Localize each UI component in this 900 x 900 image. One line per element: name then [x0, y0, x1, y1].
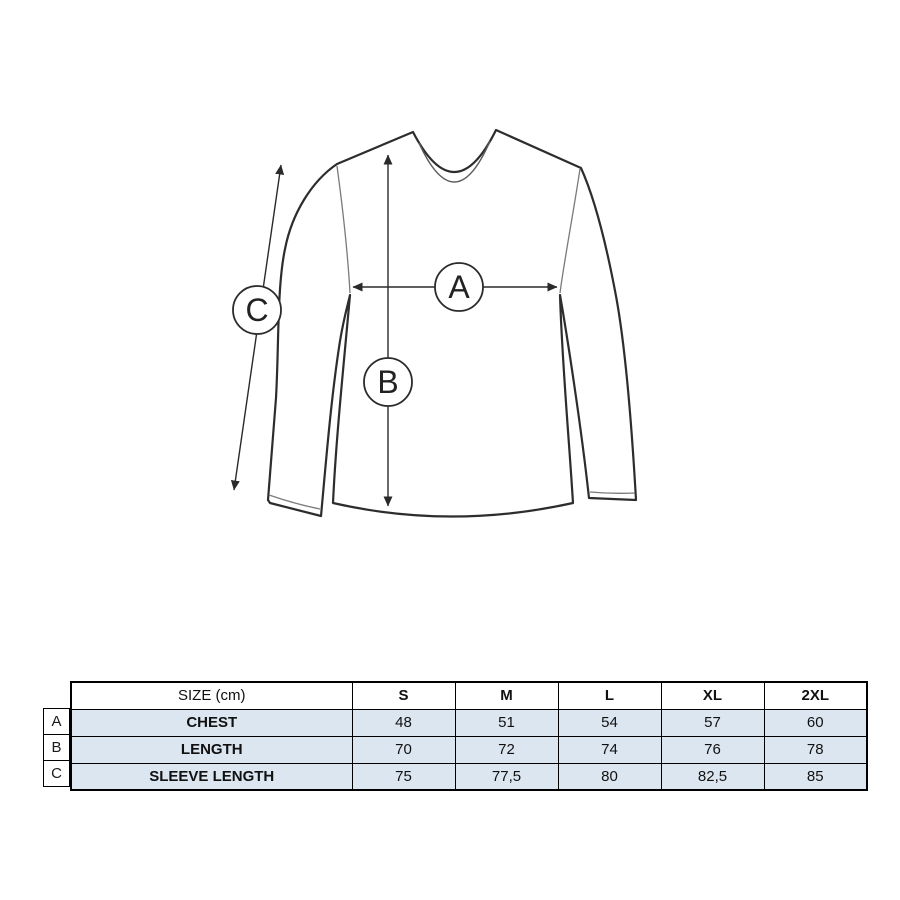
sleeve-value-l: 80: [557, 762, 662, 791]
marker-letter-b: B: [377, 364, 398, 400]
shirt-outline: [266, 128, 638, 518]
length-value-l: 74: [557, 735, 662, 764]
length-value-2xl: 78: [763, 735, 868, 764]
chest-value-l: 54: [557, 708, 662, 737]
measurement-label-length: LENGTH: [70, 735, 353, 764]
measurement-label-chest: CHEST: [70, 708, 353, 737]
cuff-seam-right: [589, 491, 636, 494]
row-key-c: C: [43, 760, 70, 787]
size-header-m: M: [454, 681, 559, 710]
marker-letter-a: A: [448, 269, 470, 305]
marker-circle-c: [232, 285, 282, 335]
size-header-s: S: [351, 681, 456, 710]
length-value-m: 72: [454, 735, 559, 764]
table-row-sleeve-length: SLEEVE LENGTH 75 77,5 80 82,5 85: [70, 762, 868, 791]
length-value-s: 70: [351, 735, 456, 764]
armhole-seam-right: [559, 168, 581, 294]
sleeve-value-2xl: 85: [763, 762, 868, 791]
chest-value-xl: 57: [660, 708, 765, 737]
measurement-label-sleeve-length: SLEEVE LENGTH: [70, 762, 353, 791]
table-row-key-column: A B C: [43, 708, 70, 787]
row-key-a: A: [43, 708, 70, 735]
size-table: SIZE (cm) S M L XL 2XL CHEST 48 51 54 57…: [70, 681, 868, 791]
chest-value-s: 48: [351, 708, 456, 737]
row-key-b: B: [43, 734, 70, 761]
marker-circle-a: [434, 262, 484, 312]
size-table-container: SIZE (cm) S M L XL 2XL CHEST 48 51 54 57…: [70, 681, 868, 791]
table-row-chest: CHEST 48 51 54 57 60: [70, 708, 868, 737]
length-value-xl: 76: [660, 735, 765, 764]
table-row-length: LENGTH 70 72 74 76 78: [70, 735, 868, 764]
marker-letter-c: C: [245, 292, 268, 328]
size-caption-cell: SIZE (cm): [70, 681, 353, 710]
size-header-xl: XL: [660, 681, 765, 710]
size-header-2xl: 2XL: [763, 681, 868, 710]
chest-value-2xl: 60: [763, 708, 868, 737]
chest-value-m: 51: [454, 708, 559, 737]
sleeve-value-xl: 82,5: [660, 762, 765, 791]
armhole-seam-left: [336, 165, 351, 294]
size-table-header-row: SIZE (cm) S M L XL 2XL: [70, 681, 868, 710]
sleeve-value-m: 77,5: [454, 762, 559, 791]
collar-inner-line: [418, 140, 491, 183]
marker-circle-b: [363, 357, 413, 407]
cuff-seam-left: [268, 494, 321, 510]
size-header-l: L: [557, 681, 662, 710]
sleeve-value-s: 75: [351, 762, 456, 791]
shirt-measurement-diagram: A B C: [230, 128, 638, 518]
